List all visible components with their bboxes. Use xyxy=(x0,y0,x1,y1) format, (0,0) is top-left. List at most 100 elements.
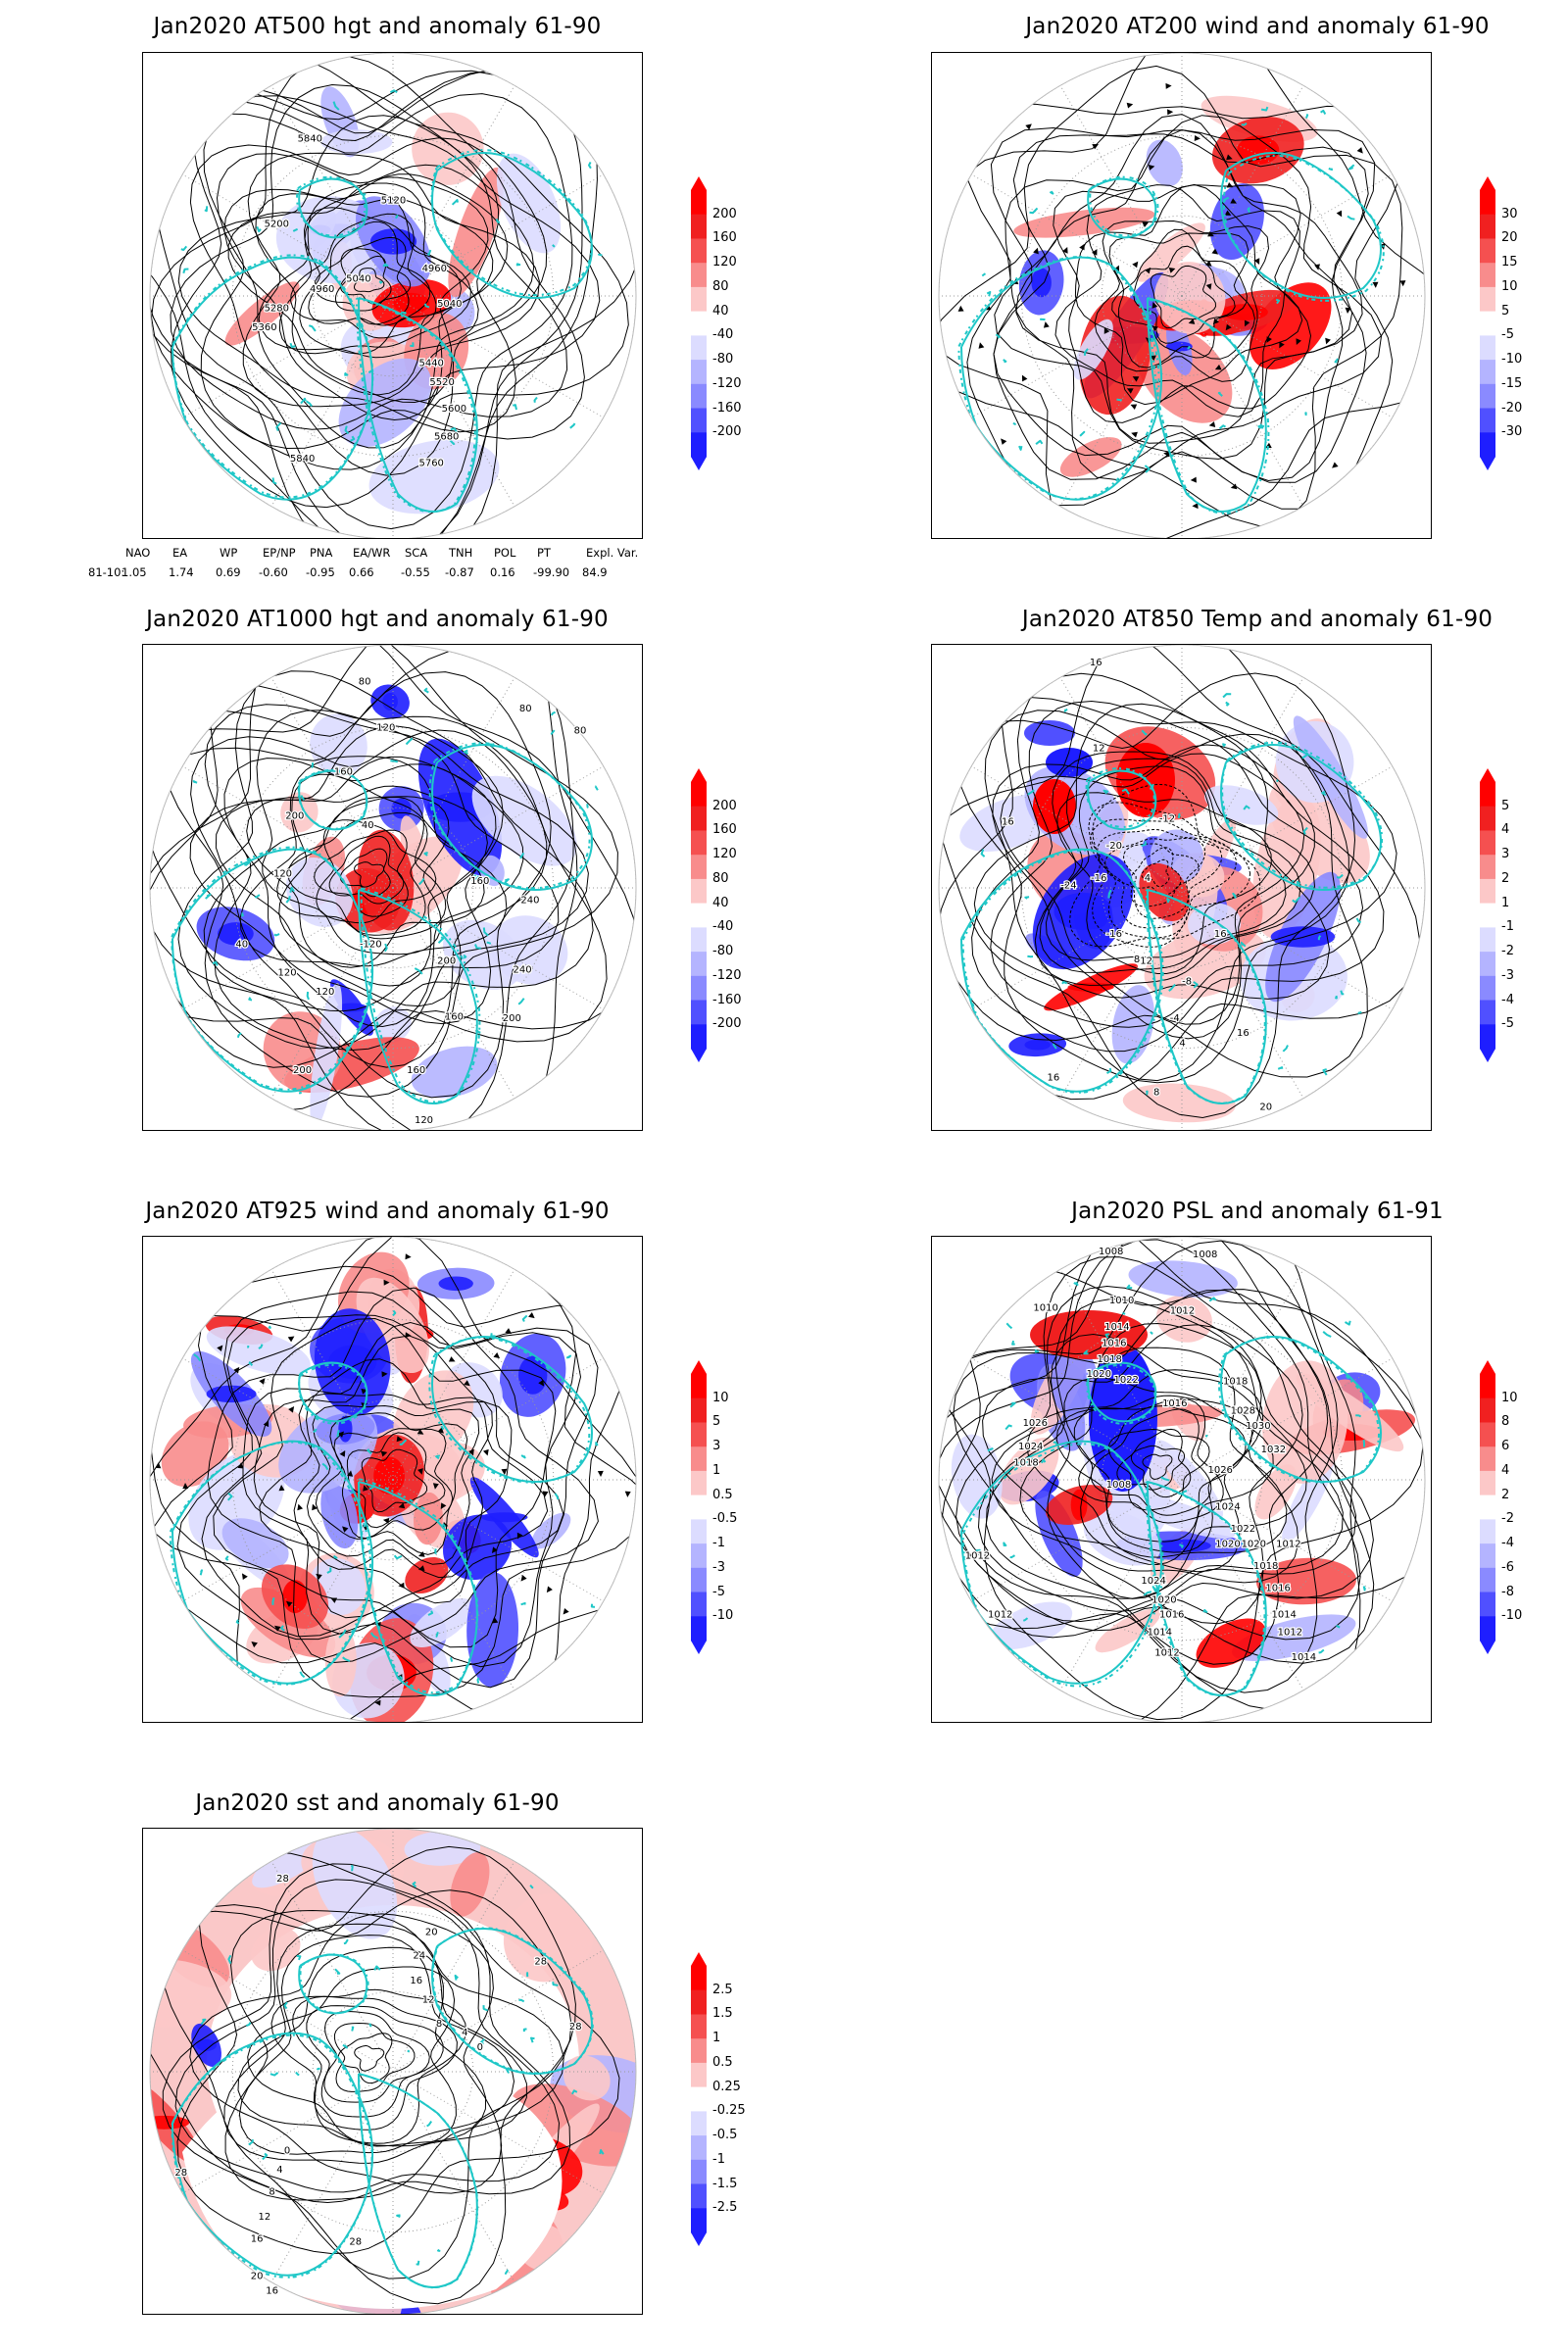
colorbar-tick-label: -40 xyxy=(712,919,734,935)
colorbar-segment xyxy=(1480,214,1495,239)
colorbar: 2.5 1.5 1 0.5 0.25 -0.25 -0.5 -1 -1.5 -2.5 xyxy=(689,1952,767,2246)
colorbar-tick-label: -15 xyxy=(1501,375,1523,391)
colorbar-segment xyxy=(1480,1616,1495,1642)
colorbar-segment xyxy=(691,903,707,928)
contour-label: 40 xyxy=(235,940,248,951)
colorbar-tick-label: 0.25 xyxy=(712,2079,741,2094)
colorbar: 30 20 15 10 5 -5 -10 -15 -20 -30 xyxy=(1478,176,1556,470)
colorbar-segment xyxy=(691,1024,707,1050)
colorbar-segment xyxy=(1480,432,1495,458)
contour-label: 1030 xyxy=(1246,1421,1270,1432)
contour-label: 1012 xyxy=(1278,1628,1302,1639)
colorbar-tick-label: -120 xyxy=(712,967,742,983)
contour-label: 40 xyxy=(362,820,374,831)
colorbar-segment xyxy=(691,360,707,385)
contour-label: 1016 xyxy=(1159,1610,1184,1621)
index-header: Expl. Var. xyxy=(586,546,639,560)
contour-label: 28 xyxy=(349,2237,362,2248)
contour-label: 4 xyxy=(1145,873,1151,884)
contour-label: 1024 xyxy=(1215,1502,1240,1513)
contour-label: 1012 xyxy=(1154,1648,1179,1659)
contour-label: 1016 xyxy=(1102,1338,1126,1348)
colorbar-segment xyxy=(1480,1544,1495,1569)
contour-label: 0 xyxy=(477,2042,483,2053)
colorbar-segment xyxy=(1480,1494,1495,1520)
contour-label: 1024 xyxy=(1018,1442,1043,1452)
colorbar-tick-label: 10 xyxy=(1501,1390,1518,1405)
index-header: EA/WR xyxy=(353,546,391,560)
colorbar-tick-label: -5 xyxy=(1501,1016,1514,1032)
contour-label: 120 xyxy=(415,1115,433,1126)
map-canvas xyxy=(149,1237,637,1722)
colorbar-segment xyxy=(1480,263,1495,288)
colorbar-segment xyxy=(1480,975,1495,1001)
colorbar-segment xyxy=(691,286,707,313)
colorbar-segment xyxy=(691,878,707,905)
colorbar-tick-label: 1 xyxy=(1501,895,1510,910)
colorbar-segment xyxy=(691,214,707,239)
index-header: TNH xyxy=(449,546,473,560)
colorbar-tick-label: -8 xyxy=(1501,1584,1514,1599)
colorbar-tick-label: -40 xyxy=(712,327,734,343)
colorbar-segment xyxy=(691,975,707,1001)
colorbar-segment xyxy=(691,2208,707,2233)
colorbar-segment xyxy=(691,2038,707,2064)
colorbar-tick-label: 15 xyxy=(1501,255,1518,270)
contour-label: 1016 xyxy=(1162,1398,1187,1409)
contour-label: 5280 xyxy=(265,304,289,315)
contour-label: -12 xyxy=(1159,814,1175,825)
index-header: SCA xyxy=(405,546,428,560)
colorbar-segment xyxy=(691,263,707,288)
index-value: -99.90 xyxy=(533,565,570,579)
index-value: 0.69 xyxy=(216,565,241,579)
contour-label: 120 xyxy=(278,967,297,978)
colorbar-segment xyxy=(1480,903,1495,928)
contour-label: 200 xyxy=(503,1013,521,1024)
contour-label: 16 xyxy=(1048,1072,1060,1083)
contour-label: 120 xyxy=(273,869,292,880)
contour-label: 1014 xyxy=(1292,1652,1316,1663)
map-canvas: 2824201612840282828201612840282416 xyxy=(149,1829,637,2314)
colorbar-segment xyxy=(1480,806,1495,831)
colorbar-tick-label: 3 xyxy=(1501,847,1510,862)
contour-label: 16 xyxy=(1237,1028,1250,1039)
contour-label: 80 xyxy=(519,704,532,714)
contour-label: -8 xyxy=(1182,976,1192,987)
colorbar-tick-label: 0.5 xyxy=(712,1487,733,1502)
contour-label: 1012 xyxy=(965,1550,990,1561)
contour-label: 5840 xyxy=(290,454,315,465)
colorbar-segment xyxy=(1480,190,1495,216)
colorbar-tick-label: -200 xyxy=(712,424,742,440)
colorbar: 5 4 3 2 1 -1 -2 -3 -4 -5 xyxy=(1478,768,1556,1062)
contour-label: 240 xyxy=(520,896,539,906)
colorbar-tick-label: 1.5 xyxy=(712,2006,733,2022)
contour-label: 160 xyxy=(470,876,489,887)
colorbar-tick-label: -5 xyxy=(712,1584,725,1599)
colorbar-tick-label: -1.5 xyxy=(712,2176,738,2191)
colorbar-segment xyxy=(691,1000,707,1025)
contour-label: 1008 xyxy=(1193,1250,1217,1260)
index-value: 0.16 xyxy=(490,565,515,579)
contour-label: 1020 xyxy=(1215,1539,1240,1549)
contour-label: 200 xyxy=(293,1065,312,1076)
colorbar-tick-label: -200 xyxy=(712,1016,742,1032)
contour-label: 4 xyxy=(462,2028,467,2038)
contour-label: 5680 xyxy=(434,432,459,443)
colorbar-tick-label: 1 xyxy=(712,2031,721,2046)
colorbar-tick-label: 10 xyxy=(712,1390,729,1405)
index-value: 0.66 xyxy=(349,565,374,579)
colorbar-segment xyxy=(1480,1592,1495,1617)
contour-label: 28 xyxy=(569,2022,582,2033)
contour-label: 1010 xyxy=(1109,1296,1134,1306)
panel-title: Jan2020 AT500 hgt and anomaly 61-90 xyxy=(153,14,602,39)
colorbar-segment xyxy=(691,1616,707,1642)
contour-label: 5040 xyxy=(437,299,462,310)
colorbar-segment xyxy=(691,1592,707,1617)
colorbar-segment xyxy=(691,1567,707,1592)
colorbar-segment xyxy=(691,2135,707,2161)
index-value: 1.05 xyxy=(122,565,147,579)
colorbar-tick-label: -3 xyxy=(712,1559,725,1575)
contour-label: 28 xyxy=(174,2168,187,2179)
map-canvas: 5840 5200 5120 5040 4960 4960 5040 5440 5520 5600… xyxy=(149,53,637,538)
contour-label: 0 xyxy=(284,2145,290,2156)
